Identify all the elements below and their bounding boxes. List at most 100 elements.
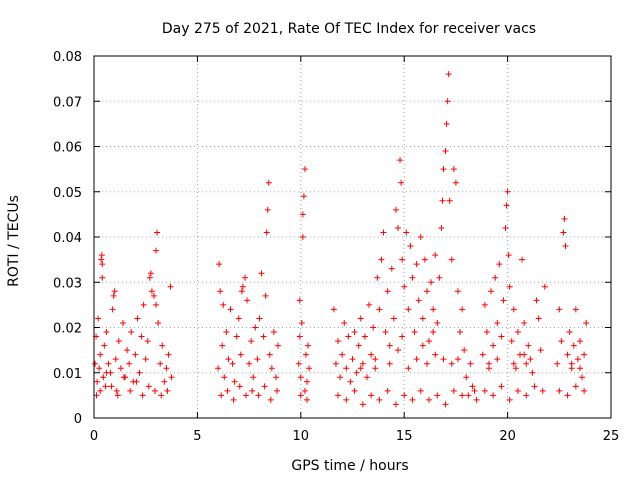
data-point: [510, 306, 517, 313]
data-point: [461, 347, 468, 354]
data-point: [132, 351, 139, 358]
data-point: [500, 297, 507, 304]
data-point: [244, 297, 251, 304]
y-tick-labels: 0 0.01 0.02 0.03 0.04 0.05 0.06 0.07 0.08: [53, 50, 82, 427]
data-point: [442, 148, 449, 155]
data-point: [390, 315, 397, 322]
data-point: [446, 197, 453, 204]
data-point: [155, 319, 162, 326]
data-point: [225, 356, 232, 363]
data-point: [382, 329, 389, 336]
data-point: [541, 283, 548, 290]
data-point: [142, 356, 149, 363]
data-point: [101, 342, 108, 349]
data-point: [434, 392, 441, 399]
data-point: [124, 347, 131, 354]
data-point: [432, 351, 439, 358]
data-point: [469, 383, 476, 390]
data-point: [353, 369, 360, 376]
data-point: [490, 392, 497, 399]
data-point: [384, 288, 391, 295]
data-point: [514, 387, 521, 394]
data-point: [533, 297, 540, 304]
data-point: [426, 396, 433, 403]
data-point: [343, 396, 350, 403]
data-point: [502, 224, 509, 231]
data-point: [167, 283, 174, 290]
data-point: [568, 360, 575, 367]
x-tick-labels: 0 5 10 15 20 25: [90, 429, 619, 444]
data-point: [110, 292, 117, 299]
data-point: [330, 306, 337, 313]
data-point: [413, 261, 420, 268]
data-point: [246, 360, 253, 367]
data-point: [405, 306, 412, 313]
data-point: [266, 351, 273, 358]
data-point: [256, 315, 263, 322]
data-point: [300, 193, 307, 200]
y-tick-label: 0.05: [53, 186, 82, 201]
data-point: [237, 351, 244, 358]
data-point: [297, 392, 304, 399]
data-point: [386, 342, 393, 349]
data-point: [275, 342, 282, 349]
data-point: [99, 274, 106, 281]
data-point: [450, 387, 457, 394]
data-point: [554, 360, 561, 367]
y-tick-label: 0.01: [53, 367, 82, 382]
data-point: [220, 301, 227, 308]
data-point: [413, 356, 420, 363]
data-point: [438, 224, 445, 231]
data-point: [332, 360, 339, 367]
data-point: [463, 374, 470, 381]
data-point: [264, 206, 271, 213]
data-point: [523, 360, 530, 367]
data-point: [111, 288, 118, 295]
data-point: [216, 261, 223, 268]
data-point: [394, 224, 401, 231]
data-point: [423, 288, 430, 295]
data-point: [272, 374, 279, 381]
data-point: [519, 256, 526, 263]
data-point: [442, 401, 449, 408]
data-point: [242, 392, 249, 399]
data-point: [450, 166, 457, 173]
data-point: [508, 338, 515, 345]
data-point: [219, 342, 226, 349]
data-point: [100, 374, 107, 381]
data-point: [230, 396, 237, 403]
data-point: [138, 333, 145, 340]
data-point: [579, 374, 586, 381]
data-point: [161, 378, 168, 385]
data-point: [109, 306, 116, 313]
y-tick-label: 0.03: [53, 276, 82, 291]
data-point: [443, 120, 450, 127]
data-point: [419, 342, 426, 349]
data-point: [372, 365, 379, 372]
data-point: [139, 392, 146, 399]
data-point: [459, 392, 466, 399]
data-point: [355, 342, 362, 349]
data-point: [254, 356, 261, 363]
data-point: [252, 324, 259, 331]
data-point: [301, 387, 308, 394]
plot-frame: [93, 55, 612, 419]
data-point: [566, 329, 573, 336]
data-point: [102, 383, 109, 390]
data-point: [146, 274, 153, 281]
data-point: [452, 179, 459, 186]
data-point: [564, 351, 571, 358]
data-point: [306, 365, 313, 372]
data-point: [126, 360, 133, 367]
data-point: [417, 234, 424, 240]
data-point: [96, 365, 103, 372]
data-point: [248, 338, 255, 345]
data-point: [299, 211, 306, 218]
data-point: [99, 261, 106, 268]
data-point: [481, 387, 488, 394]
data-point: [374, 274, 381, 281]
x-tick-label: 5: [193, 429, 201, 444]
data-point: [496, 261, 503, 268]
data-point: [357, 365, 364, 372]
